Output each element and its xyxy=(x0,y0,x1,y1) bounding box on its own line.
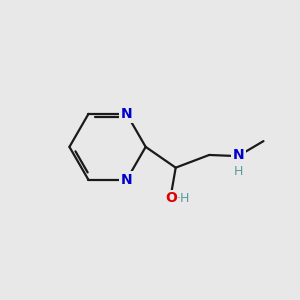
Text: O: O xyxy=(165,191,177,206)
Text: N: N xyxy=(232,148,244,162)
Text: ·H: ·H xyxy=(176,192,190,205)
Text: N: N xyxy=(121,173,132,187)
Text: H: H xyxy=(233,165,243,178)
Text: N: N xyxy=(121,107,132,121)
